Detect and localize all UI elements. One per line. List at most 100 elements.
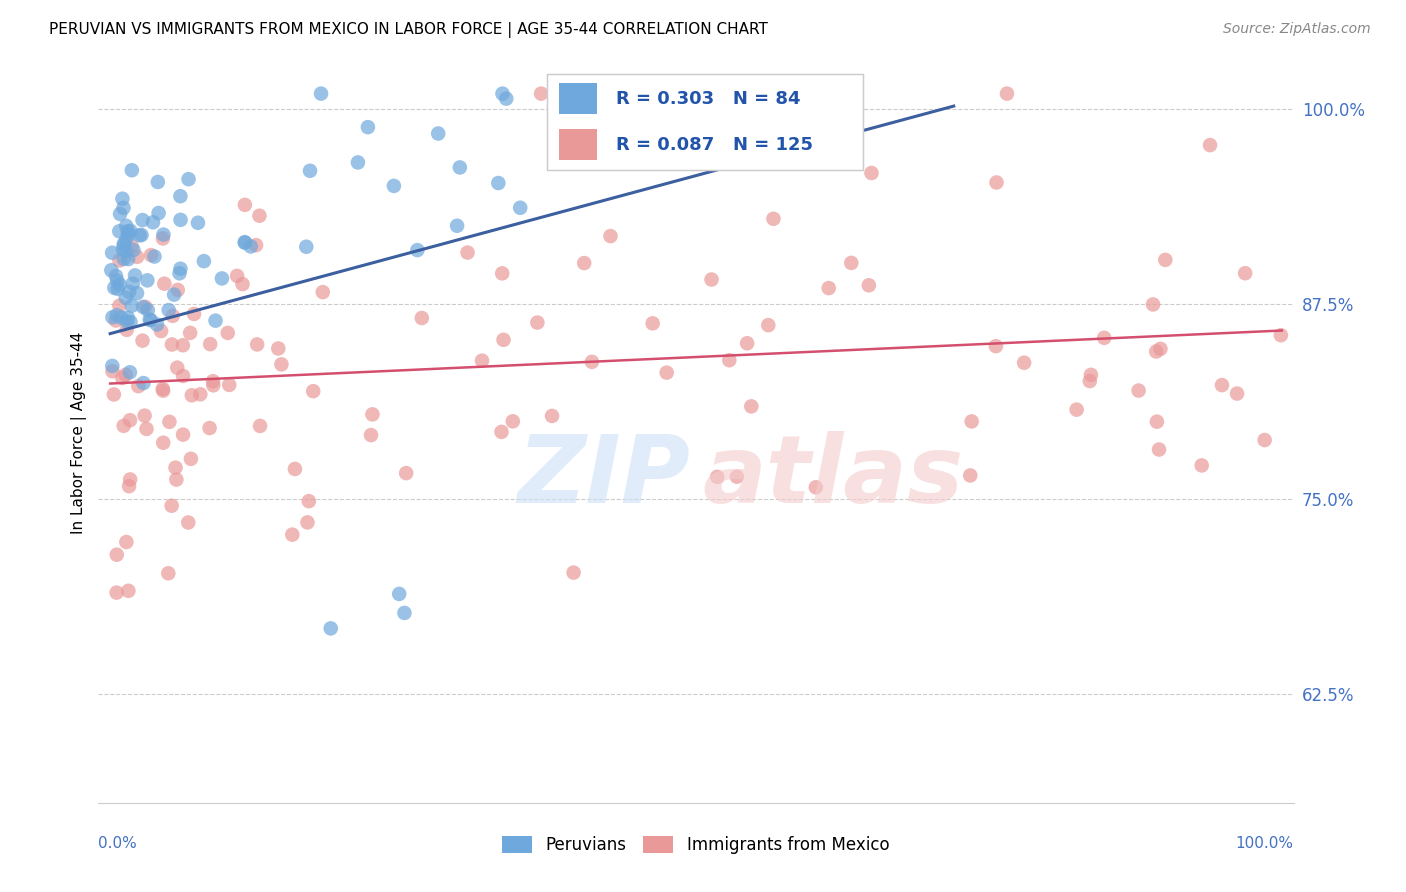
Point: [984, 339, 1007, 353]
Point: [163, 287, 186, 301]
Point: [302, 384, 325, 399]
Point: [526, 316, 548, 330]
Point: [502, 414, 524, 428]
Point: [169, 266, 191, 280]
Point: [112, 237, 135, 252]
Text: ZIP: ZIP: [517, 431, 690, 523]
Y-axis label: In Labor Force | Age 35-44: In Labor Force | Age 35-44: [72, 332, 87, 533]
Point: [495, 92, 517, 106]
Point: [1253, 433, 1275, 447]
Point: [166, 360, 188, 375]
Point: [117, 583, 139, 598]
Point: [309, 87, 332, 101]
Point: [817, 281, 839, 295]
Point: [233, 235, 256, 250]
Point: [180, 388, 202, 402]
Point: [160, 499, 183, 513]
Point: [124, 268, 146, 283]
Point: [157, 415, 180, 429]
Point: [1226, 386, 1249, 401]
Point: [641, 317, 664, 331]
Point: [198, 337, 221, 351]
Point: [121, 277, 143, 291]
Point: [138, 312, 160, 326]
Point: [735, 336, 758, 351]
Point: [249, 418, 271, 433]
Point: [112, 238, 135, 252]
Point: [152, 382, 174, 396]
Point: [104, 313, 127, 327]
Point: [360, 428, 382, 442]
Point: [491, 266, 513, 280]
Text: Source: ZipAtlas.com: Source: ZipAtlas.com: [1223, 22, 1371, 37]
Point: [118, 365, 141, 379]
Point: [114, 291, 136, 305]
Point: [1080, 368, 1102, 382]
Point: [108, 224, 131, 238]
Point: [169, 261, 191, 276]
Point: [860, 166, 883, 180]
Point: [120, 224, 142, 238]
Point: [169, 189, 191, 203]
Point: [121, 163, 143, 178]
Point: [120, 472, 142, 486]
Point: [152, 384, 174, 398]
Point: [134, 409, 156, 423]
Text: 0.0%: 0.0%: [98, 836, 138, 851]
Point: [740, 400, 762, 414]
Point: [233, 235, 256, 249]
Point: [108, 253, 131, 268]
Point: [204, 313, 226, 327]
Point: [135, 422, 157, 436]
Point: [107, 282, 129, 296]
Point: [111, 371, 134, 385]
Point: [169, 212, 191, 227]
Point: [449, 161, 471, 175]
Point: [157, 303, 180, 318]
Point: [562, 566, 585, 580]
Point: [115, 315, 138, 329]
Point: [581, 355, 603, 369]
Point: [509, 201, 531, 215]
Point: [1128, 384, 1150, 398]
Point: [179, 326, 201, 340]
Point: [1154, 252, 1177, 267]
Point: [122, 243, 145, 257]
Point: [112, 252, 135, 266]
Point: [128, 228, 150, 243]
Point: [157, 566, 180, 581]
Point: [177, 516, 200, 530]
Point: [1078, 374, 1101, 388]
Point: [111, 242, 134, 256]
Text: 100.0%: 100.0%: [1236, 836, 1294, 851]
Point: [166, 283, 188, 297]
Point: [427, 127, 450, 141]
Point: [162, 309, 184, 323]
Point: [152, 227, 174, 242]
Point: [226, 268, 249, 283]
Point: [131, 213, 153, 227]
Point: [117, 310, 139, 325]
Point: [108, 207, 131, 221]
Point: [105, 548, 128, 562]
Point: [115, 323, 138, 337]
Point: [858, 278, 880, 293]
Point: [172, 427, 194, 442]
Point: [298, 494, 321, 508]
Point: [143, 250, 166, 264]
Point: [245, 238, 267, 252]
Point: [725, 469, 748, 483]
Point: [298, 163, 321, 178]
Point: [246, 337, 269, 351]
Point: [115, 219, 138, 233]
Point: [995, 87, 1018, 101]
Point: [117, 224, 139, 238]
Point: [118, 413, 141, 427]
Point: [165, 473, 187, 487]
Point: [706, 470, 728, 484]
Point: [959, 468, 981, 483]
Point: [382, 178, 405, 193]
Point: [491, 87, 513, 101]
Point: [142, 215, 165, 229]
Point: [101, 364, 124, 378]
